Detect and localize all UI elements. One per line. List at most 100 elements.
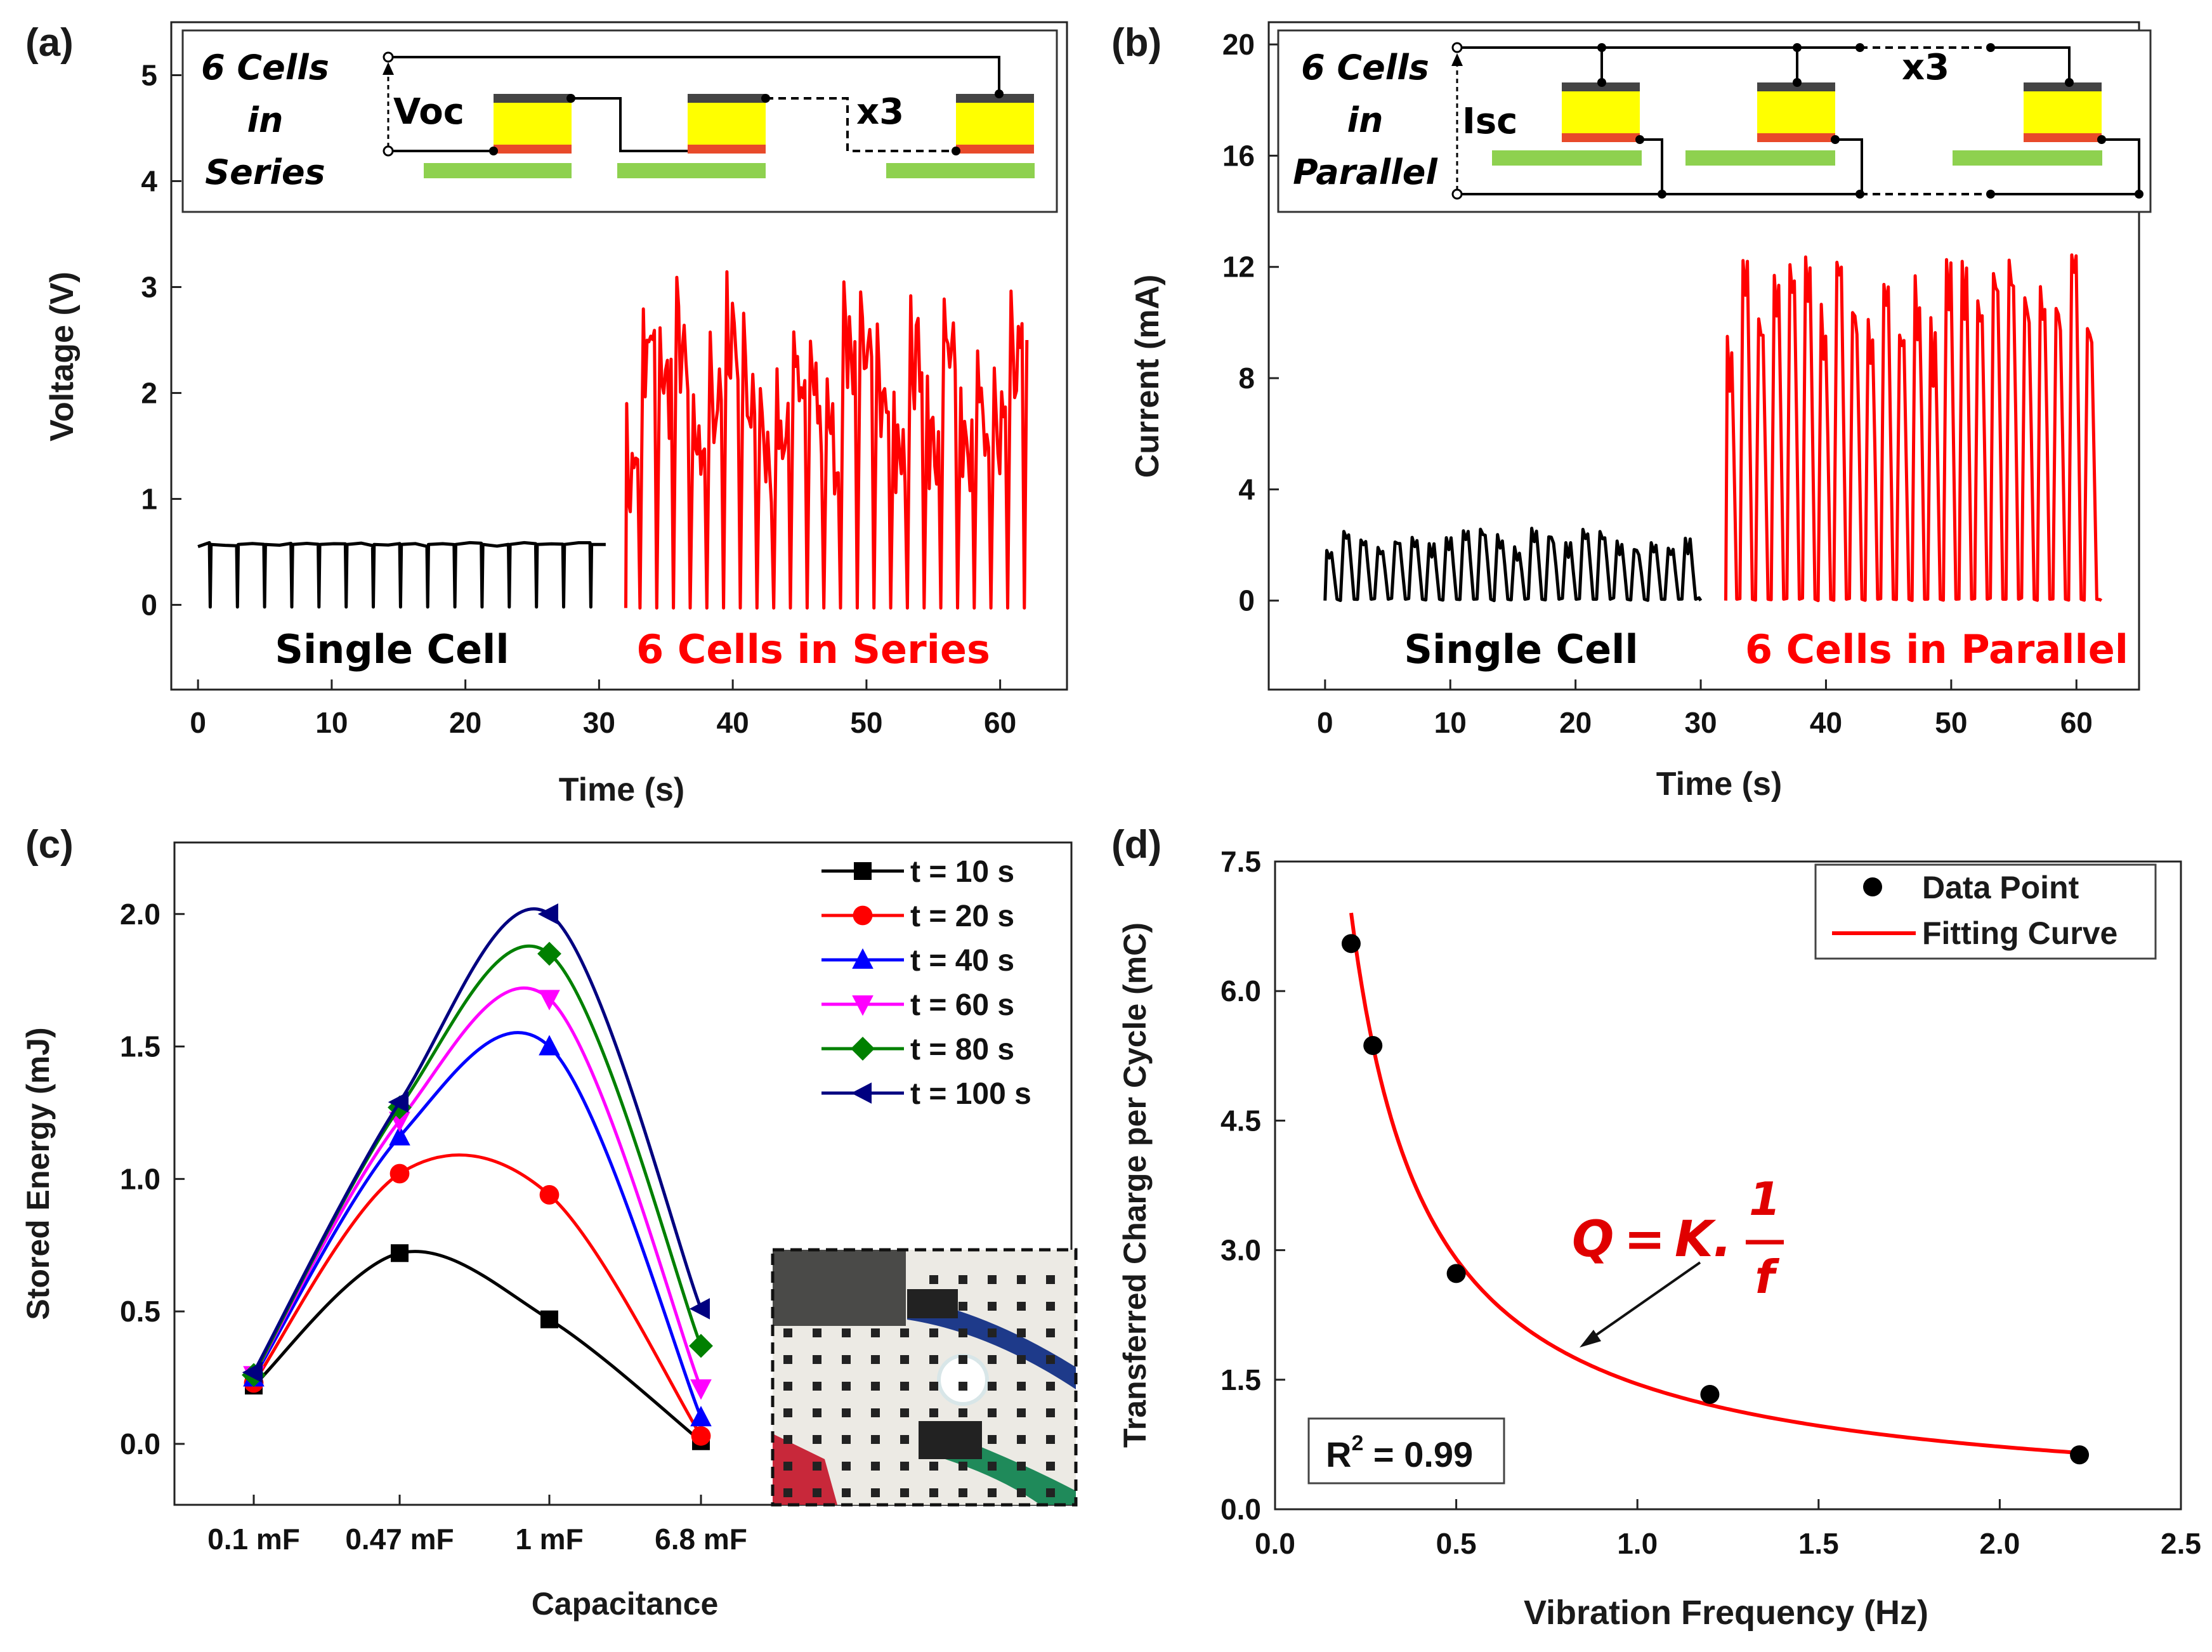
series-t-20-s [244,1153,711,1446]
inset-b-line1: 6 Cells [1301,48,1429,88]
legend-marker [851,1037,875,1061]
y-tick-label: 1.0 [120,1162,160,1195]
data-marker [537,903,558,925]
equation-denominator: f [1755,1250,1779,1304]
legend-label: t = 80 s [910,1033,1014,1066]
y-tick-label: 20 [1222,28,1255,61]
breadboard-hole [871,1462,880,1471]
breadboard-hole [1046,1382,1055,1391]
panel-d-fitting-curve [1349,912,2080,1455]
data-marker [690,1379,712,1400]
breadboard-hole [929,1275,938,1284]
breadboard-hole [959,1355,967,1364]
breadboard-hole [929,1302,938,1311]
breadboard-hole [871,1408,880,1417]
x-tick-label: 20 [449,706,481,739]
breadboard-hole [842,1355,851,1364]
panel-d-y-axis: 0.0 1.5 3.0 4.5 6.0 7.5 [1221,845,1285,1526]
breadboard-hole [842,1328,851,1337]
x-tick-label: 1.5 [1798,1527,1839,1560]
series-line [252,987,703,1389]
x-tick-label: 6.8 mF [655,1523,747,1556]
series-line [252,1031,703,1419]
breadboard-hole [813,1435,821,1444]
breadboard-hole [959,1275,967,1284]
breadboard-hole [783,1408,792,1417]
panel-c-legend: t = 10 s t = 20 s t = 40 s t = 60 s t = 80 s… [821,855,1031,1111]
panel-c-label: (c) [25,823,74,867]
y-tick-label: 7.5 [1221,845,1261,878]
breadboard-hole [1017,1275,1026,1284]
data-point [1363,1035,1383,1055]
breadboard-hole [988,1488,997,1497]
panel-d-equation: Q = K. 1 f [1572,1172,1784,1304]
x-tick-label: 40 [1810,706,1842,739]
panel-d-x-axis: 0.0 0.5 1.0 1.5 2.0 2.5 [1255,1499,2201,1560]
breadboard-hole [813,1355,821,1364]
panel-d-label: (d) [1111,823,1162,867]
inset-a-x3: x3 [856,91,904,133]
breadboard-hole [1017,1355,1026,1364]
panel-b-series-single-cell [1323,527,1703,603]
breadboard-hole [871,1435,880,1444]
legend-marker [852,948,874,969]
data-marker [689,1298,710,1320]
panel-b-inset-schematic: 6 Cells in Parallel [1277,29,2152,213]
y-tick-label: 0.0 [120,1427,160,1460]
x-tick-label: 0.47 mF [345,1523,454,1556]
legend-marker [854,862,872,880]
data-marker [539,1035,560,1056]
x-tick-label: 1.0 [1617,1527,1658,1560]
breadboard-hole [1046,1302,1055,1311]
breadboard-hole [929,1328,938,1337]
x-tick-label: 10 [1434,706,1467,739]
equation-arrow-line [1590,1261,1701,1340]
panel-a-annotation-single: Single Cell [275,626,509,672]
panel-b: (b) 0 4 8 12 16 20 0 10 20 30 40 50 60 Current (mA)… [1111,21,2152,803]
series-t-100-s [242,903,710,1383]
panel-b-annotation-single: Single Cell [1404,626,1638,672]
legend-data-point: Data Point [1922,870,2079,905]
equation-eq: = [1624,1211,1665,1268]
inset-b-line2: in [1347,100,1384,140]
breadboard-hole [1017,1488,1026,1497]
breadboard-hole [1046,1355,1055,1364]
breadboard-hole [1046,1435,1055,1444]
legend-fitting-curve: Fitting Curve [1922,915,2117,951]
y-tick-label: 4.5 [1221,1104,1261,1137]
panel-a-series-6-cells [624,270,1029,610]
breadboard-hole [988,1408,997,1417]
breadboard-hole [783,1435,792,1444]
breadboard-hole [783,1488,792,1497]
panel-d-frame [1274,860,2182,1511]
y-tick-label: 6.0 [1221,974,1261,1007]
panel-a-y-label: Voltage (V) [44,272,81,442]
breadboard-hole [1046,1462,1055,1471]
y-tick-label: 16 [1222,139,1255,172]
breadboard-hole [900,1462,909,1471]
panel-a-y-axis: 0 1 2 3 4 5 [141,58,181,621]
equation-q: Q [1572,1211,1614,1268]
breadboard-hole [1017,1382,1026,1391]
panel-b-frame [1267,21,2140,691]
legend-marker [851,1082,872,1104]
panel-b-series-6-cells [1724,253,2103,603]
breadboard-hole [988,1382,997,1391]
legend-label: t = 10 s [910,855,1014,889]
panel-c-frame [173,841,1073,1506]
breadboard-hole [783,1328,792,1337]
panel-d-x-label: Vibration Frequency (Hz) [1524,1594,1928,1632]
panel-c-y-label: Stored Energy (mJ) [20,1027,56,1320]
x-tick-label: 0 [1317,706,1333,739]
equation-arrow-head [1580,1330,1601,1347]
y-tick-label: 12 [1222,251,1255,284]
inset-b-line3: Parallel [1293,152,1438,192]
breadboard-hole [959,1488,967,1497]
x-tick-label: 40 [717,706,749,739]
panel-a-label: (a) [25,21,74,65]
equation-k: K. [1675,1211,1732,1268]
breadboard-hole [988,1275,997,1284]
breadboard-hole [988,1302,997,1311]
data-point [1700,1384,1720,1404]
breadboard-hole [900,1328,909,1337]
